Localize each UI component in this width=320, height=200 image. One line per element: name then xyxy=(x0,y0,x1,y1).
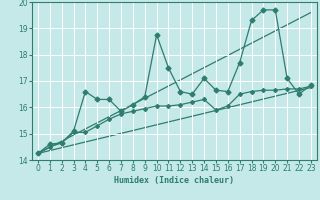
X-axis label: Humidex (Indice chaleur): Humidex (Indice chaleur) xyxy=(115,176,234,185)
